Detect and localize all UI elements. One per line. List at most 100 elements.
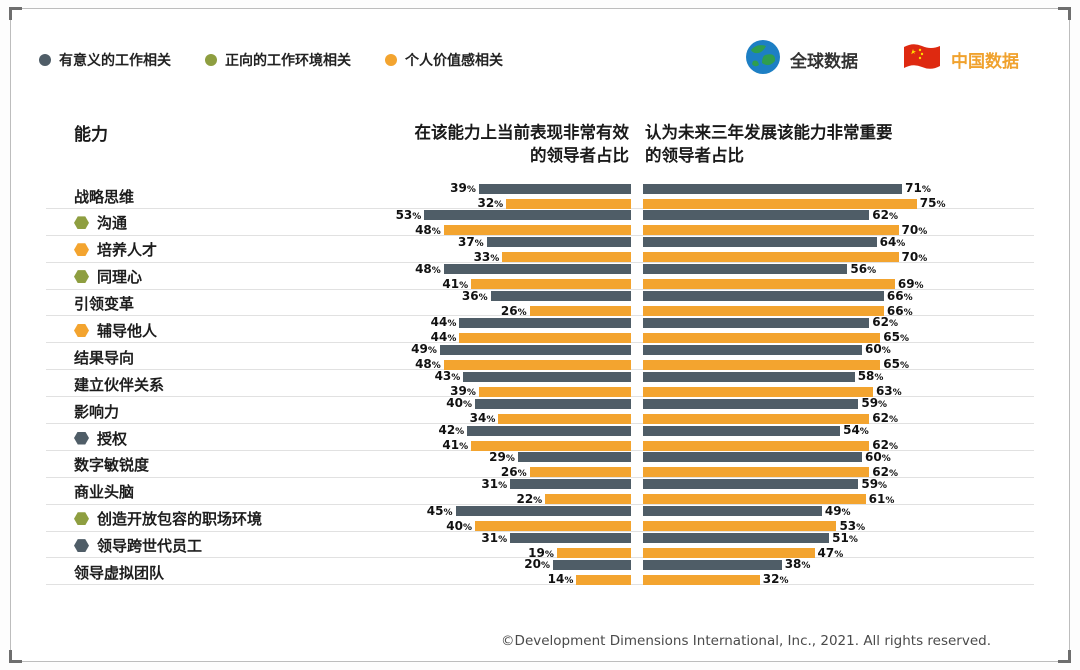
china-barline: 44% (326, 331, 631, 344)
bar-value-label: 59% (861, 476, 888, 491)
capability-row: 授权 42% 41% 54% 62% (46, 423, 1034, 452)
bar-value-label: 59% (861, 396, 888, 411)
dataset-legend: 全球数据 中国数据 (745, 39, 1019, 80)
positive-environment-hexagon-icon (74, 512, 89, 526)
future-chart-cell: 62% 65% (643, 316, 1034, 344)
china-bar (643, 494, 866, 505)
corner-mark (1058, 7, 1071, 20)
china-flag-icon (902, 42, 942, 77)
capability-row: 建立伙伴关系 43% 39% 58% 63% (46, 370, 1034, 398)
china-bar (502, 252, 631, 263)
capability-label: 建立伙伴关系 (74, 375, 165, 394)
global-bar (643, 533, 830, 544)
legend-item-personal-value: 个人价值感相关 (385, 50, 503, 70)
capability-row: 同理心 48% 41% 56% 69% (46, 263, 1034, 290)
bar-value-label: 58% (857, 369, 884, 384)
global-barline: 66% (643, 290, 1034, 303)
category-legend: 有意义的工作相关 正向的工作环境相关 个人价值感相关 (39, 50, 503, 70)
china-barline: 32% (326, 197, 631, 210)
bar-value-label: 62% (872, 464, 899, 479)
china-bar (643, 225, 899, 236)
global-barline: 37% (326, 236, 631, 249)
bar-value-label: 60% (865, 342, 891, 357)
global-barline: 31% (326, 532, 631, 545)
global-barline: 40% (326, 397, 631, 410)
global-barline: 31% (326, 478, 631, 491)
capability-label-cell: 授权 (46, 428, 326, 449)
current-chart-cell: 36% 26% (326, 290, 631, 318)
bar-value-label: 37% (457, 234, 484, 249)
current-chart-cell: 31% 19% (326, 532, 631, 560)
capability-label-cell: 领导虚拟团队 (46, 562, 326, 583)
bar-value-label: 51% (832, 530, 858, 545)
global-bar (643, 479, 859, 490)
column-headers: 能力 在该能力上当前表现非常有效 的领导者占比 认为未来三年发展该能力非常重要 … (46, 120, 1034, 167)
capability-label-cell: 引领变革 (46, 293, 326, 314)
china-barline: 39% (326, 385, 631, 398)
global-bar (643, 425, 841, 436)
china-barline: 70% (643, 224, 1034, 237)
capability-label: 结果导向 (74, 348, 135, 367)
global-bar (510, 479, 631, 490)
bar-value-label: 47% (817, 545, 844, 560)
current-chart-cell: 42% 41% (326, 424, 631, 452)
capability-label: 商业头脑 (74, 483, 135, 502)
bar-value-label: 31% (481, 530, 508, 545)
china-barline: 34% (326, 412, 631, 425)
china-barline: 26% (326, 466, 631, 479)
global-bar (643, 559, 782, 570)
current-chart-cell: 37% 33% (326, 236, 631, 264)
global-barline: 59% (643, 478, 1034, 491)
capability-label: 引领变革 (74, 295, 135, 314)
global-bar (553, 559, 631, 570)
bar-value-label: 48% (415, 222, 441, 237)
future-chart-cell: 60% 62% (643, 451, 1034, 479)
china-barline: 69% (643, 278, 1034, 291)
global-bar (643, 264, 848, 275)
bar-value-label: 26% (500, 303, 527, 318)
bar-value-label: 34% (469, 411, 496, 426)
bar-value-label: 40% (446, 396, 472, 411)
china-barline: 66% (643, 305, 1034, 318)
current-chart-cell: 44% 44% (326, 316, 631, 344)
global-bar (424, 210, 631, 221)
china-barline: 53% (643, 520, 1034, 533)
legend-marker-positive-environment-icon (205, 53, 217, 66)
capability-label: 数字敏锐度 (74, 456, 150, 475)
capability-label-cell: 商业头脑 (46, 481, 326, 502)
bar-value-label: 48% (415, 357, 441, 372)
capability-row: 商业头脑 31% 22% 59% 61% (46, 478, 1034, 505)
capability-row: 沟通 53% 48% 62% 70% (46, 209, 1034, 236)
bar-value-label: 54% (843, 423, 869, 438)
future-chart-cell: 62% 70% (643, 209, 1034, 237)
future-chart-cell: 58% 63% (643, 370, 1034, 398)
capability-row: 领导虚拟团队 20% 14% 38% 32% (46, 558, 1034, 586)
global-bar (643, 344, 862, 355)
global-barline: 39% (326, 182, 631, 195)
legend-marker-personal-value-icon (385, 53, 397, 66)
capability-label: 领导虚拟团队 (74, 563, 165, 582)
china-bar (556, 548, 631, 559)
global-barline: 36% (326, 290, 631, 303)
china-bar (475, 521, 631, 532)
china-bar (529, 467, 631, 478)
china-bar (643, 359, 881, 370)
future-chart-cell: 60% 65% (643, 343, 1034, 371)
dataset-global: 全球数据 (745, 39, 858, 80)
bar-value-label: 44% (430, 330, 457, 345)
china-barline: 41% (326, 439, 631, 452)
global-barline: 49% (326, 343, 631, 356)
capability-column-header: 能力 (74, 125, 108, 145)
global-bar (643, 183, 903, 194)
bar-value-label: 48% (415, 261, 441, 276)
bar-value-label: 41% (442, 276, 469, 291)
global-bar (643, 371, 855, 382)
bar-value-label: 70% (901, 249, 928, 264)
bar-value-label: 62% (872, 207, 899, 222)
current-chart-cell: 48% 41% (326, 263, 631, 291)
global-barline: 43% (326, 370, 631, 383)
future-chart-cell: 38% 32% (643, 558, 1034, 586)
capability-label-cell: 数字敏锐度 (46, 454, 326, 475)
global-barline: 29% (326, 451, 631, 464)
capability-label: 领导跨世代员工 (97, 537, 203, 556)
